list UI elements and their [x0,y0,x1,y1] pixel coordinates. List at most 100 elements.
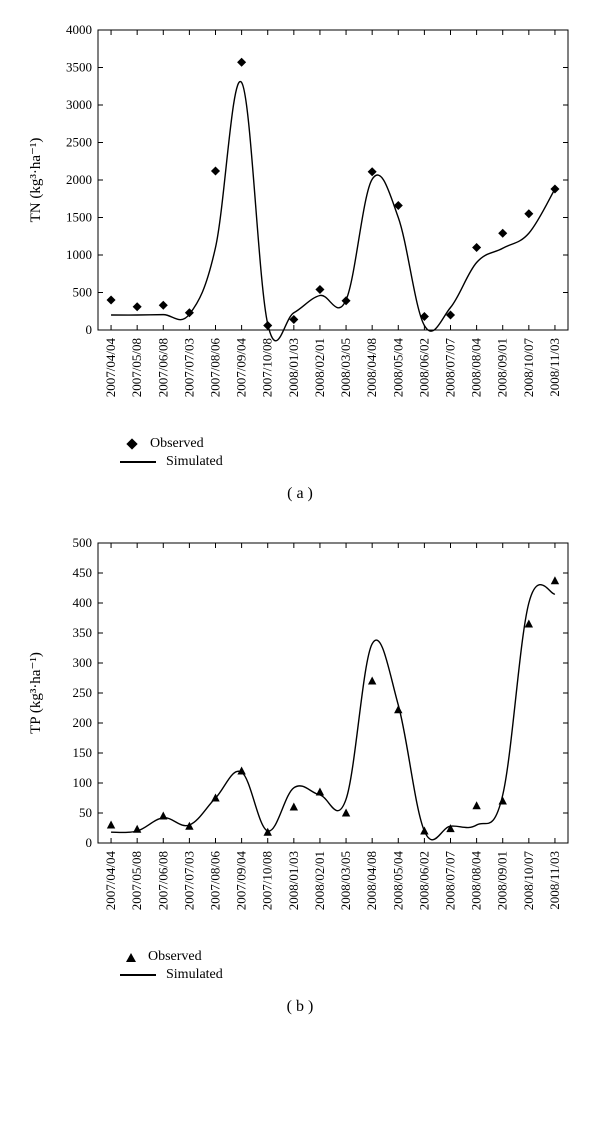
x-tick-label: 2008/05/04 [390,851,405,911]
x-tick-label: 2008/07/07 [443,851,458,911]
y-tick-label: 0 [86,322,93,337]
y-axis-title: TP (kg³·ha⁻¹) [28,652,44,734]
observed-marker [551,576,559,584]
x-tick-label: 2007/10/08 [260,338,275,397]
chart-b-legend: Observed Simulated [120,948,580,984]
observed-marker [211,166,220,175]
chart-a-container: 0 500 1000 1500 2000 2500 3000 3500 4000 2007/04/… [20,20,580,425]
x-tick-label: 2007/08/06 [208,338,223,398]
line-icon [120,461,156,463]
x-tick-label: 2008/11/03 [547,338,562,397]
chart-a-legend: Observed Simulated [120,435,580,471]
x-tick-label: 2008/02/01 [312,338,327,397]
observed-marker [107,821,115,829]
observed-marker [472,243,481,252]
observed-marker [472,801,480,809]
y-tick-label: 250 [73,685,93,700]
x-tick-label: 2007/06/08 [155,338,170,397]
y-tick-label: 0 [86,835,93,850]
observed-marker [524,209,533,218]
observed-marker [133,825,141,833]
triangle-icon [126,953,136,962]
chart-a-panel-label: ( a ) [20,485,580,503]
x-tick-label: 2008/07/07 [443,338,458,398]
x-tick-label: 2008/11/03 [547,851,562,910]
chart-b-container: 0 50 100 150 200 250 300 350 400 450 500 2007/04/04… [20,533,580,938]
x-tick-label: 2007/07/03 [181,851,196,910]
observed-marker [133,302,142,311]
x-tick-label: 2008/04/08 [364,851,379,910]
observed-marker [159,812,167,820]
simulated-line [111,82,555,341]
x-tick-label: 2008/10/07 [521,338,536,398]
y-tick-label: 1000 [66,247,92,262]
x-tick-label: 2008/10/07 [521,851,536,911]
x-tick-label: 2008/02/01 [312,851,327,910]
y-tick-label: 200 [73,715,93,730]
legend-observed-label: Observed [148,949,202,965]
x-tick-label: 2008/06/02 [416,338,431,397]
observed-marker [550,184,559,193]
x-tick-label: 2007/06/08 [155,851,170,910]
diamond-icon [126,438,137,449]
observed-marker [315,285,324,294]
legend-observed-label: Observed [150,436,204,452]
x-tick-label: 2008/04/08 [364,338,379,397]
x-tick-label: 2007/04/04 [103,338,118,398]
observed-marker [499,797,507,805]
line-icon [120,974,156,976]
y-tick-label: 350 [73,625,93,640]
y-tick-label: 4000 [66,22,92,37]
x-tick-label: 2008/08/04 [469,338,484,398]
x-tick-label: 2007/09/04 [234,338,249,398]
y-tick-label: 2000 [66,172,92,187]
x-tick-label: 2008/08/04 [469,851,484,911]
y-tick-label: 300 [73,655,93,670]
y-tick-label: 150 [73,745,93,760]
y-tick-label: 400 [73,595,93,610]
chart-b-panel-label: ( b ) [20,998,580,1016]
observed-marker [498,229,507,238]
legend-simulated-label: Simulated [166,967,223,983]
observed-marker [237,58,246,67]
x-tick-label: 2008/06/02 [416,851,431,910]
chart-b-svg: 0 50 100 150 200 250 300 350 400 450 500 2007/04/04… [20,533,580,938]
x-tick-label: 2008/05/04 [390,338,405,398]
observed-marker [342,296,351,305]
observed-marker [394,705,402,713]
x-tick-label: 2007/09/04 [234,851,249,911]
chart-a-svg: 0 500 1000 1500 2000 2500 3000 3500 4000 2007/04/… [20,20,580,425]
x-tick-label: 2008/09/01 [495,851,510,910]
x-tick-label: 2007/07/03 [181,338,196,397]
y-tick-label: 1500 [66,210,92,225]
x-tick-label: 2007/08/06 [208,851,223,911]
observed-marker [159,301,168,310]
observed-marker [368,677,376,685]
x-tick-label: 2007/10/08 [260,851,275,910]
x-tick-label: 2007/04/04 [103,851,118,911]
observed-marker [263,321,272,330]
y-axis-title: TN (kg³·ha⁻¹) [28,138,44,223]
x-tick-label: 2007/05/08 [129,851,144,910]
observed-marker [420,827,428,835]
y-tick-label: 3000 [66,97,92,112]
y-tick-label: 2500 [66,135,92,150]
observed-marker [316,788,324,796]
y-tick-label: 100 [73,775,93,790]
y-tick-label: 50 [79,805,92,820]
y-tick-label: 500 [73,535,93,550]
x-tick-label: 2007/05/08 [129,338,144,397]
x-tick-label: 2008/03/05 [338,851,353,910]
x-tick-label: 2008/01/03 [286,851,301,910]
x-tick-label: 2008/01/03 [286,338,301,397]
observed-marker [342,809,350,817]
observed-marker [237,767,245,775]
y-tick-label: 500 [73,285,93,300]
x-tick-label: 2008/03/05 [338,338,353,397]
y-tick-label: 450 [73,565,93,580]
legend-simulated-label: Simulated [166,454,223,470]
x-tick-label: 2008/09/01 [495,338,510,397]
observed-marker [107,295,116,304]
y-tick-label: 3500 [66,60,92,75]
observed-marker [290,803,298,811]
